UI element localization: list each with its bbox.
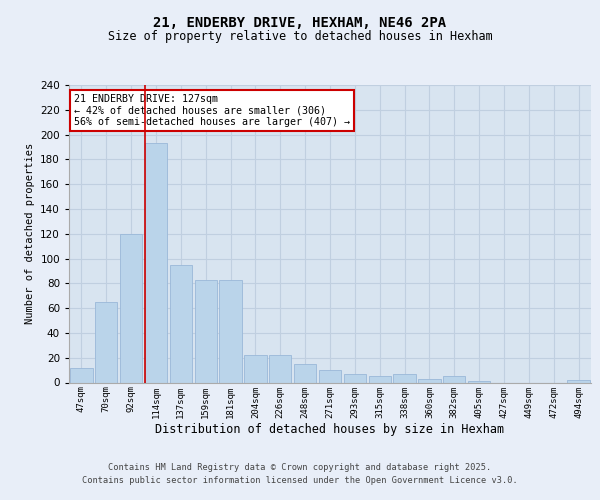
Bar <box>244 355 266 382</box>
Bar <box>145 144 167 382</box>
Text: 21, ENDERBY DRIVE, HEXHAM, NE46 2PA: 21, ENDERBY DRIVE, HEXHAM, NE46 2PA <box>154 16 446 30</box>
Bar <box>194 280 217 382</box>
Bar <box>220 280 242 382</box>
Text: 21 ENDERBY DRIVE: 127sqm
← 42% of detached houses are smaller (306)
56% of semi-: 21 ENDERBY DRIVE: 127sqm ← 42% of detach… <box>74 94 350 127</box>
Bar <box>70 368 92 382</box>
Bar <box>443 376 466 382</box>
Bar <box>418 379 440 382</box>
Bar <box>319 370 341 382</box>
Text: Contains public sector information licensed under the Open Government Licence v3: Contains public sector information licen… <box>82 476 518 485</box>
Y-axis label: Number of detached properties: Number of detached properties <box>25 143 35 324</box>
Bar <box>294 364 316 382</box>
Bar <box>170 264 192 382</box>
Bar <box>368 376 391 382</box>
Text: Size of property relative to detached houses in Hexham: Size of property relative to detached ho… <box>107 30 493 43</box>
Bar <box>568 380 590 382</box>
Bar <box>344 374 366 382</box>
Bar <box>120 234 142 382</box>
Bar <box>95 302 118 382</box>
X-axis label: Distribution of detached houses by size in Hexham: Distribution of detached houses by size … <box>155 423 505 436</box>
Bar <box>269 355 292 382</box>
Text: Contains HM Land Registry data © Crown copyright and database right 2025.: Contains HM Land Registry data © Crown c… <box>109 462 491 471</box>
Bar <box>394 374 416 382</box>
